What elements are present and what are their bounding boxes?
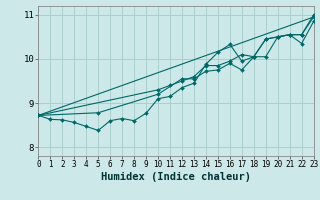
X-axis label: Humidex (Indice chaleur): Humidex (Indice chaleur) (101, 172, 251, 182)
